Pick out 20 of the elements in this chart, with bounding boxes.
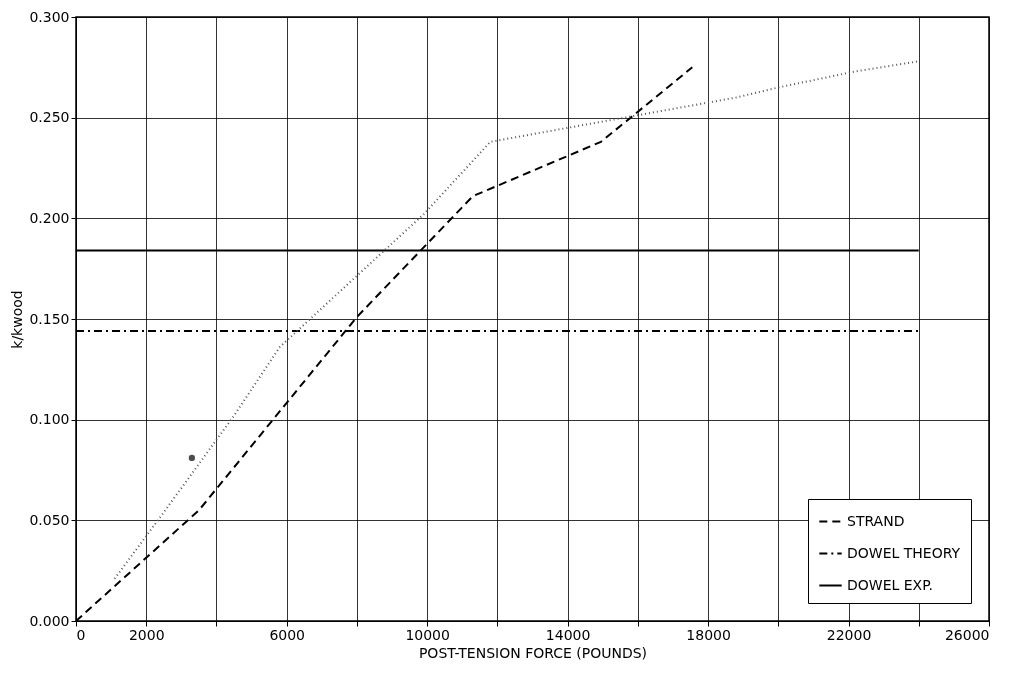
x-tick-label: 6000 xyxy=(269,626,306,643)
x-tick-label: 10000 xyxy=(405,626,450,643)
legend-label: STRAND xyxy=(847,512,905,529)
y-tick-label: 0.050 xyxy=(29,511,70,528)
x-tick-label: 22000 xyxy=(826,626,872,643)
x-tick-label: 0 xyxy=(76,626,86,643)
y-tick-label: 0.000 xyxy=(29,612,70,629)
y-tick-label: 0.250 xyxy=(29,109,70,126)
legend-label: DOWEL THEORY xyxy=(847,544,961,561)
legend-label: DOWEL EXP. xyxy=(847,576,933,593)
x-tick-label: 2000 xyxy=(128,626,165,643)
x-axis-title: POST-TENSION FORCE (POUNDS) xyxy=(418,644,648,661)
y-axis-title: k/kwood xyxy=(9,290,26,349)
y-tick-label: 0.300 xyxy=(29,8,70,25)
y-tick-label: 0.100 xyxy=(29,411,70,428)
x-tick-label: 26000 xyxy=(944,626,990,643)
x-tick-label: 18000 xyxy=(686,626,731,643)
y-tick-label: 0.150 xyxy=(29,310,70,327)
x-tick-label: 14000 xyxy=(545,626,591,643)
y-tick-label: 0.200 xyxy=(29,209,70,226)
